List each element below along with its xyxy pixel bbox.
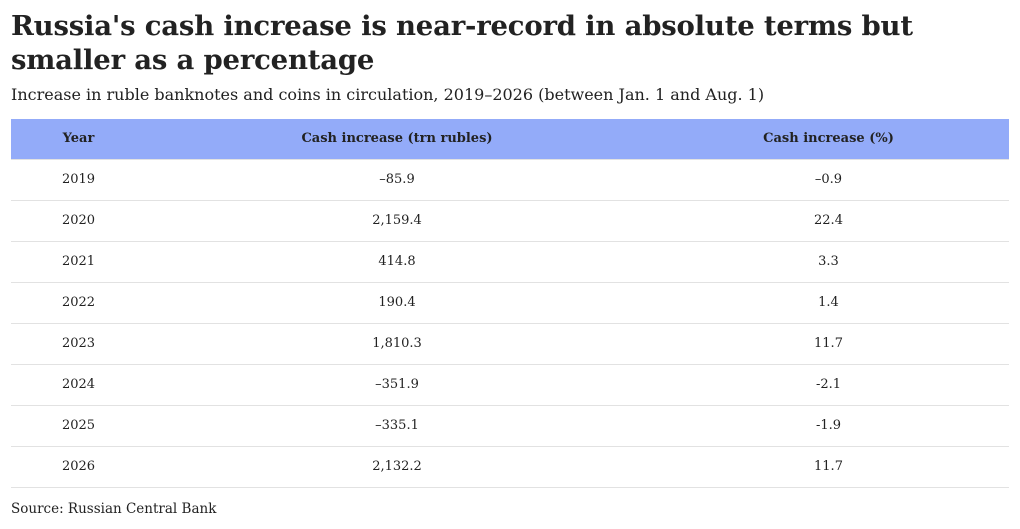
- year-cell: 2023: [11, 322, 146, 364]
- table-row: 2026 2,132.2 11.7: [11, 445, 1009, 488]
- cash-increase-trn-cell: 2,132.2: [146, 445, 648, 488]
- chart-subtitle: Increase in ruble banknotes and coins in…: [11, 85, 765, 104]
- cash-increase-trn-cell: 414.8: [146, 240, 648, 282]
- cash-increase-pct-cell: -1.9: [648, 404, 1009, 446]
- table-row: 2019 –85.9 –0.9: [11, 158, 1009, 200]
- table-row: 2024 –351.9 -2.1: [11, 363, 1009, 405]
- cash-increase-pct-cell: 11.7: [648, 322, 1009, 364]
- cash-increase-trn-cell: –335.1: [146, 404, 648, 446]
- year-cell: 2026: [11, 445, 146, 488]
- cash-increase-pct-cell: 1.4: [648, 281, 1009, 323]
- table-row: 2020 2,159.4 22.4: [11, 199, 1009, 241]
- cash-increase-trn-cell: 1,810.3: [146, 322, 648, 364]
- cash-increase-trn-cell: 2,159.4: [146, 199, 648, 241]
- chart-title: Russia's cash increase is near-record in…: [11, 10, 913, 76]
- cash-increase-pct-cell: -2.1: [648, 363, 1009, 405]
- year-cell: 2021: [11, 240, 146, 282]
- table-body: 2019 –85.9 –0.9 2020 2,159.4 22.4 2021 414.8 3.3…: [11, 158, 1009, 488]
- header-row: Year Cash increase (trn rubles) Cash inc…: [11, 119, 1009, 159]
- column-header-cash-increase-pct[interactable]: Cash increase (%): [763, 131, 894, 147]
- cash-increase-trn-cell: –85.9: [146, 158, 648, 200]
- year-cell: 2020: [11, 199, 146, 241]
- cash-increase-pct-cell: 11.7: [648, 445, 1009, 488]
- cash-increase-trn-cell: –351.9: [146, 363, 648, 405]
- cash-increase-trn-cell: 190.4: [146, 281, 648, 323]
- source-note: Source: Russian Central Bank: [11, 501, 217, 517]
- cash-increase-pct-cell: 3.3: [648, 240, 1009, 282]
- year-cell: 2019: [11, 158, 146, 200]
- year-cell: 2025: [11, 404, 146, 446]
- column-header-year[interactable]: Year: [62, 131, 95, 147]
- data-table-container: Year Cash increase (trn rubles) Cash inc…: [11, 119, 1009, 488]
- table-row: 2022 190.4 1.4: [11, 281, 1009, 323]
- year-cell: 2022: [11, 281, 146, 323]
- table-header: Year Cash increase (trn rubles) Cash inc…: [11, 119, 1009, 159]
- table-row: 2025 –335.1 -1.9: [11, 404, 1009, 446]
- year-cell: 2024: [11, 363, 146, 405]
- table-row: 2023 1,810.3 11.7: [11, 322, 1009, 364]
- table-row: 2021 414.8 3.3: [11, 240, 1009, 282]
- column-header-cash-increase-trn[interactable]: Cash increase (trn rubles): [301, 131, 493, 147]
- data-table: Year Cash increase (trn rubles) Cash inc…: [11, 119, 1009, 488]
- cash-increase-pct-cell: 22.4: [648, 199, 1009, 241]
- cash-increase-pct-cell: –0.9: [648, 158, 1009, 200]
